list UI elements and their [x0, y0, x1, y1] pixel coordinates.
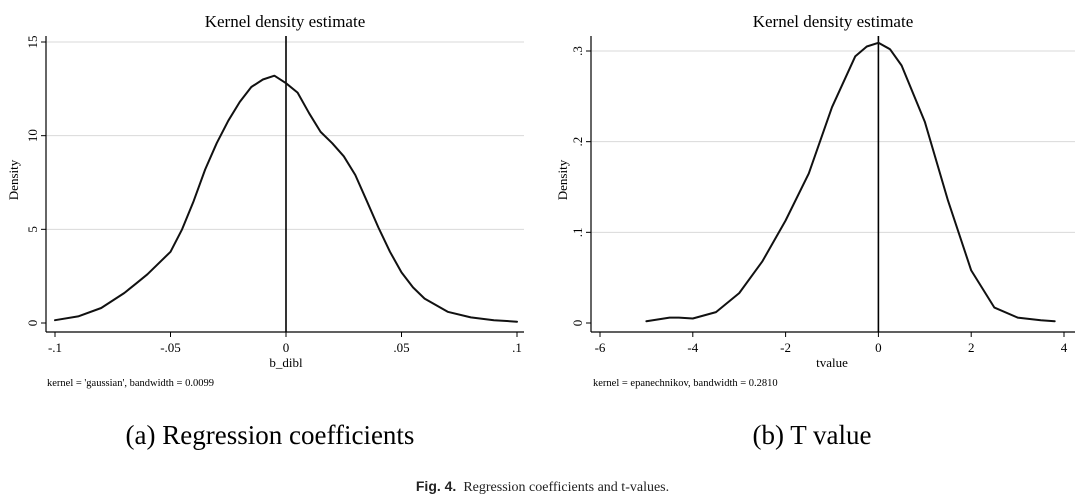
chart-title: Kernel density estimate	[205, 12, 366, 31]
caption-text: Regression coefficients and t-values.	[463, 480, 670, 495]
y-tick-label: .1	[570, 227, 585, 237]
density-curve	[645, 41, 1056, 323]
kernel-note: kernel = epanechnikov, bandwidth = 0.281…	[593, 378, 778, 389]
y-tick-label: 5	[25, 226, 40, 233]
x-tick-label: -4	[687, 340, 698, 355]
x-tick-label: 0	[875, 340, 882, 355]
figure-caption: Fig. 4. Regression coefficients and t-va…	[0, 478, 1085, 496]
x-tick-label: .1	[512, 340, 522, 355]
kernel-note: kernel = 'gaussian', bandwidth = 0.0099	[47, 378, 214, 389]
subcaption-a: (a) Regression coefficients	[125, 420, 415, 450]
y-tick-label: 0	[570, 320, 585, 327]
y-axis-label: Density	[555, 159, 570, 200]
caption-label: Fig. 4.	[415, 478, 457, 494]
y-tick-label: .3	[570, 46, 585, 56]
y-tick-label: 10	[25, 129, 40, 142]
x-tick-label: 4	[1061, 340, 1068, 355]
x-tick-label: -6	[595, 340, 606, 355]
y-tick-label: 15	[25, 36, 40, 49]
density-curve	[54, 74, 518, 323]
subcaption-b: (b) T value	[752, 420, 872, 450]
x-axis-label: tvalue	[816, 355, 848, 370]
chart-b: 0 .1 .2 .3 -6 -4 -2 0 2 4 Kernel density estimate t…	[555, 12, 1075, 389]
y-tick-label: .2	[570, 137, 585, 147]
x-tick-label: -.1	[48, 340, 62, 355]
chart-title: Kernel density estimate	[753, 12, 914, 31]
x-tick-label: -.05	[160, 340, 181, 355]
x-axis-label: b_dibl	[269, 355, 303, 370]
y-axis-label: Density	[6, 159, 21, 200]
y-tick-label: 0	[25, 320, 40, 327]
chart-a: 0 5 10 15 -.1 -.05 0 .05 .1 Kernel density estima…	[6, 12, 524, 389]
x-tick-label: -2	[780, 340, 791, 355]
x-tick-label: 2	[968, 340, 975, 355]
x-tick-label: .05	[393, 340, 409, 355]
x-tick-label: 0	[283, 340, 290, 355]
